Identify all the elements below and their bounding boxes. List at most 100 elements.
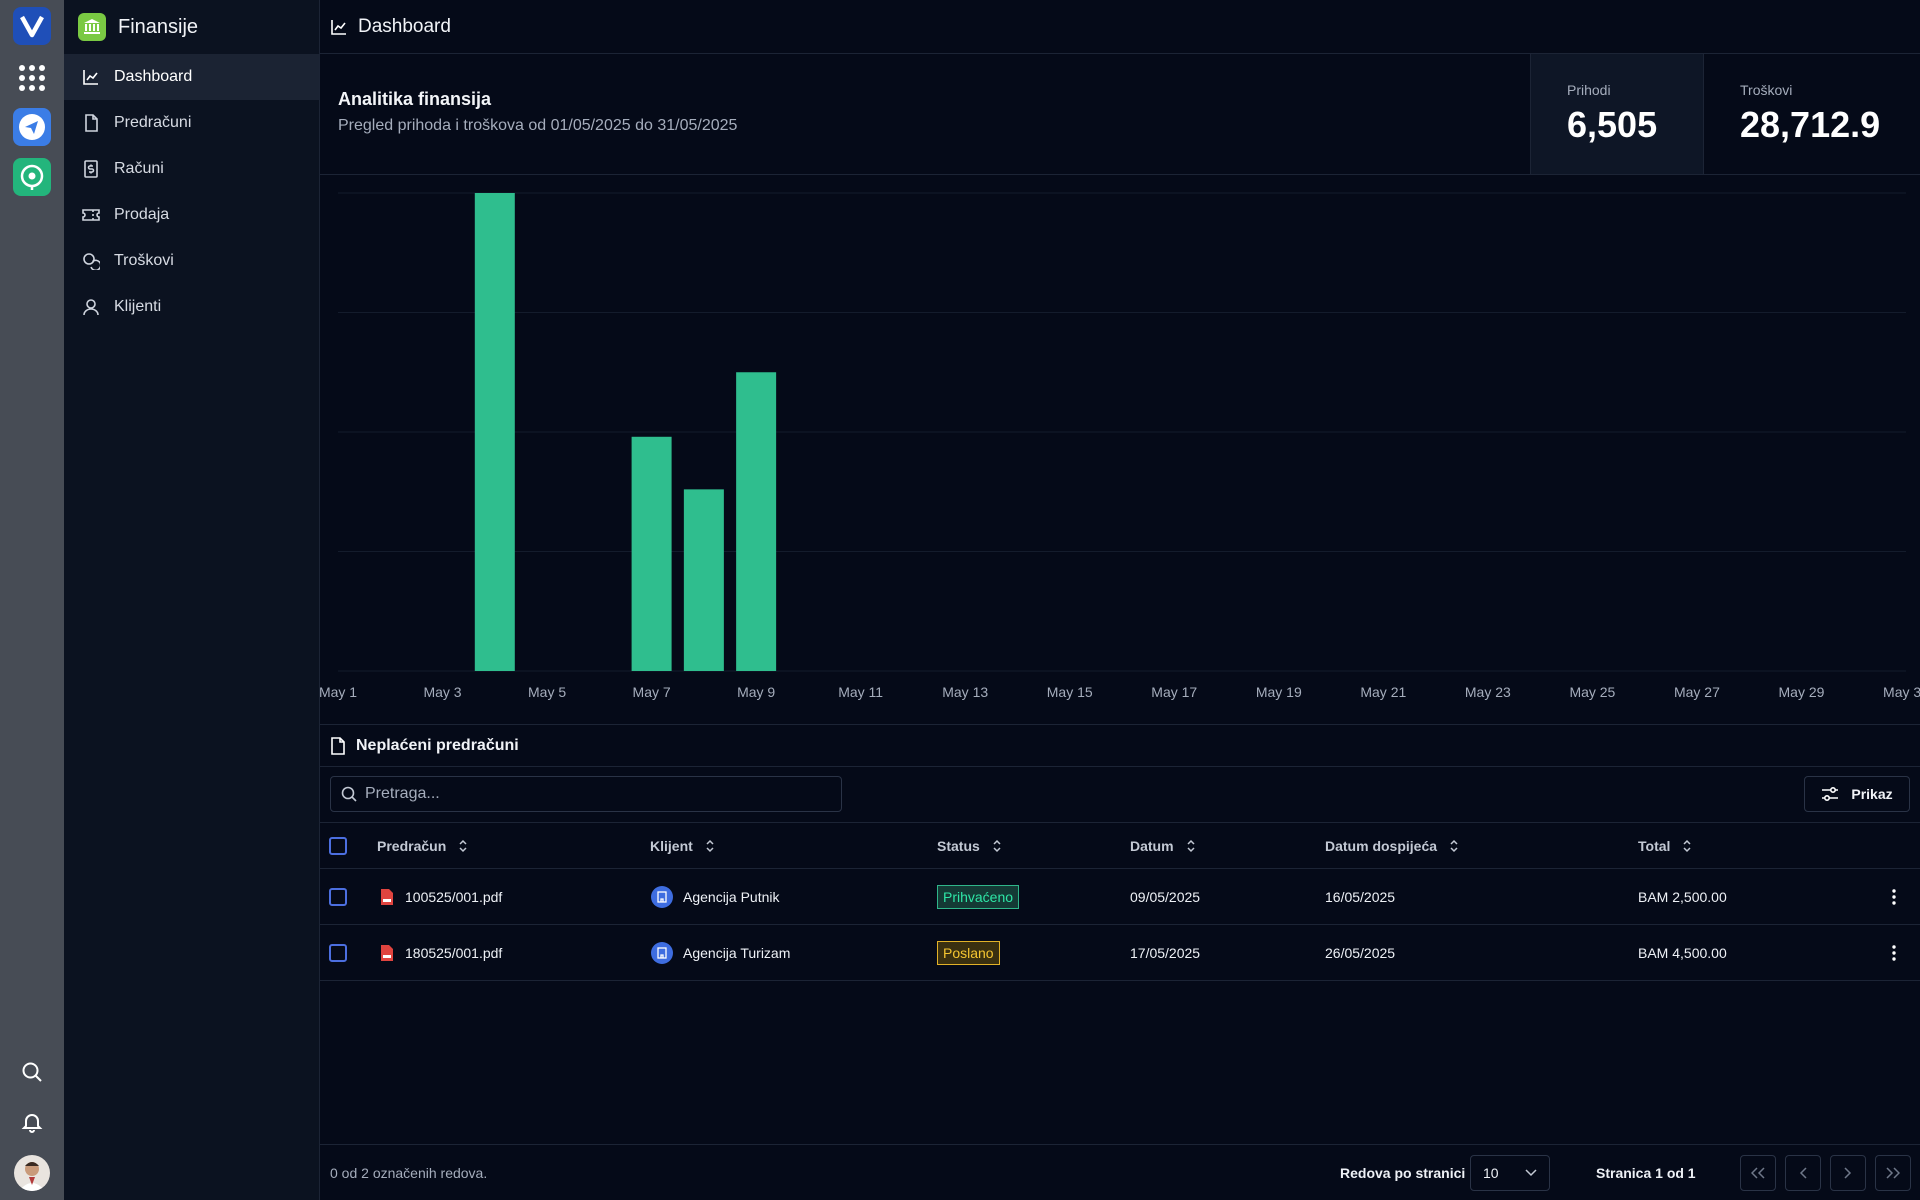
x-tick-label: May 1	[320, 684, 357, 700]
location-app-icon[interactable]	[13, 158, 51, 196]
sidebar-item-label: Računi	[114, 160, 164, 177]
avatar[interactable]	[14, 1155, 50, 1191]
chart-bar[interactable]	[683, 489, 724, 671]
sliders-icon	[1822, 786, 1839, 802]
column-header-klijent[interactable]: Klijent	[650, 823, 715, 869]
column-header-status[interactable]: Status	[937, 823, 1002, 869]
chart-bar[interactable]	[631, 436, 672, 671]
sidebar-item-prodaja[interactable]: Prodaja	[64, 192, 319, 238]
invoice-cell[interactable]: 180525/001.pdf	[380, 925, 502, 980]
page-info: Stranica 1 od 1	[1596, 1165, 1696, 1181]
bank-icon	[78, 13, 106, 41]
building-icon	[651, 941, 673, 964]
line-chart-icon	[331, 19, 346, 35]
x-tick-label: May 5	[528, 684, 566, 700]
status-badge: Prihvaćeno	[937, 884, 1020, 909]
client-cell[interactable]: Agencija Putnik	[651, 869, 780, 924]
unpaid-title: Neplaćeni predračuni	[356, 737, 519, 754]
row-actions-icon[interactable]	[1892, 925, 1896, 980]
sort-icon	[1683, 839, 1691, 853]
apps-grid-icon[interactable]	[14, 60, 50, 96]
next-page-button[interactable]	[1830, 1155, 1866, 1191]
sidebar-header: Finansije	[64, 0, 319, 54]
table-row[interactable]: 180525/001.pdf Agencija Turizam Poslano …	[320, 925, 1920, 981]
column-label: Datum	[1130, 838, 1174, 854]
column-header-predracun[interactable]: Predračun	[377, 823, 468, 869]
x-tick-label: May 15	[1047, 684, 1093, 700]
column-label: Total	[1638, 838, 1671, 854]
expenses-value: 28,712.9	[1740, 104, 1881, 145]
pdf-file-icon	[381, 888, 393, 905]
ticket-icon	[82, 209, 100, 221]
first-page-button[interactable]	[1740, 1155, 1776, 1191]
search-box[interactable]	[330, 776, 842, 812]
chart-bar[interactable]	[474, 193, 515, 671]
page-header: Dashboard	[320, 0, 1920, 54]
x-tick-label: May 7	[633, 684, 671, 700]
column-label: Status	[937, 838, 980, 854]
x-tick-label: May 17	[1151, 684, 1197, 700]
column-header-datum[interactable]: Datum	[1130, 823, 1196, 869]
column-header-total[interactable]: Total	[1638, 823, 1692, 869]
line-chart-icon	[83, 70, 98, 85]
sidebar-item-label: Prodaja	[114, 206, 170, 223]
rows-per-page-label: Redova po stranici	[1340, 1165, 1466, 1181]
chevrons-right-icon	[1886, 1167, 1900, 1179]
sidebar-item-predracuni[interactable]: Predračuni	[64, 100, 319, 146]
x-tick-label: May 11	[838, 684, 883, 700]
expenses-card[interactable]: Troškovi 28,712.9	[1703, 54, 1920, 174]
table-row[interactable]: 100525/001.pdf Agencija Putnik Prihvaćen…	[320, 869, 1920, 925]
previous-page-button[interactable]	[1785, 1155, 1821, 1191]
row-checkbox[interactable]	[329, 888, 347, 906]
sort-icon	[706, 839, 714, 853]
x-tick-label: May 23	[1465, 684, 1511, 700]
status-cell: Poslano	[937, 925, 1000, 980]
table-footer: 0 od 2 označenih redova. Redova po stran…	[320, 1144, 1920, 1200]
chevron-down-icon	[1525, 1169, 1537, 1177]
x-tick-label: May 27	[1674, 684, 1720, 700]
table-header: Predračun Klijent Status Datum Datum dos…	[320, 822, 1920, 869]
sort-icon	[993, 839, 1001, 853]
column-header-datum-dospijeca[interactable]: Datum dospijeća	[1325, 823, 1459, 869]
sidebar-item-label: Klijenti	[114, 298, 162, 315]
x-tick-label: May 3	[423, 684, 461, 700]
receipt-icon	[84, 160, 98, 178]
row-actions-icon[interactable]	[1892, 869, 1896, 924]
sidebar-item-racuni[interactable]: Računi	[64, 146, 319, 192]
last-page-button[interactable]	[1875, 1155, 1911, 1191]
sidebar-item-dashboard[interactable]: Dashboard	[64, 54, 319, 100]
client-cell[interactable]: Agencija Turizam	[651, 925, 790, 980]
select-all-checkbox[interactable]	[329, 837, 347, 855]
sidebar-item-troskovi[interactable]: Troškovi	[64, 238, 319, 284]
analytics-subtitle: Pregled prihoda i troškova od 01/05/2025…	[338, 117, 738, 134]
row-checkbox[interactable]	[329, 944, 347, 962]
invoice-cell[interactable]: 100525/001.pdf	[380, 869, 502, 924]
chevron-left-icon	[1799, 1167, 1807, 1179]
unpaid-section-header: Neplaćeni predračuni	[330, 726, 519, 766]
income-label: Prihodi	[1567, 82, 1611, 98]
bar-chart: May 1 May 3 May 5 May 7 May 9 May 11 May 13 May…	[319, 192, 1920, 700]
income-value: 6,505	[1567, 104, 1658, 145]
invoice-file: 180525/001.pdf	[405, 944, 503, 961]
due-date-cell: 26/05/2025	[1325, 944, 1396, 961]
search-icon[interactable]	[14, 1054, 50, 1090]
send-app-icon[interactable]	[13, 108, 51, 146]
view-options-button[interactable]: Prikaz	[1804, 776, 1910, 812]
status-cell: Prihvaćeno	[937, 869, 1020, 924]
rows-per-page-select[interactable]: 10	[1470, 1155, 1550, 1191]
bell-icon[interactable]	[14, 1104, 50, 1140]
income-card[interactable]: Prihodi 6,505	[1530, 54, 1703, 174]
client-name: Agencija Turizam	[683, 944, 791, 961]
search-input[interactable]	[365, 785, 825, 803]
brand-logo-icon[interactable]	[13, 7, 51, 45]
invoice-file: 100525/001.pdf	[405, 888, 503, 905]
chart-bar[interactable]	[736, 372, 777, 671]
x-tick-label: May 25	[1569, 684, 1615, 700]
x-tick-label: May 21	[1360, 684, 1406, 700]
main-content: Dashboard Analitika finansija Pregled pr…	[319, 0, 1920, 1200]
sidebar-item-klijenti[interactable]: Klijenti	[64, 284, 319, 330]
divider	[320, 766, 1920, 767]
client-name: Agencija Putnik	[683, 888, 780, 905]
total-cell: BAM 2,500.00	[1638, 888, 1727, 905]
pdf-file-icon	[381, 944, 393, 961]
